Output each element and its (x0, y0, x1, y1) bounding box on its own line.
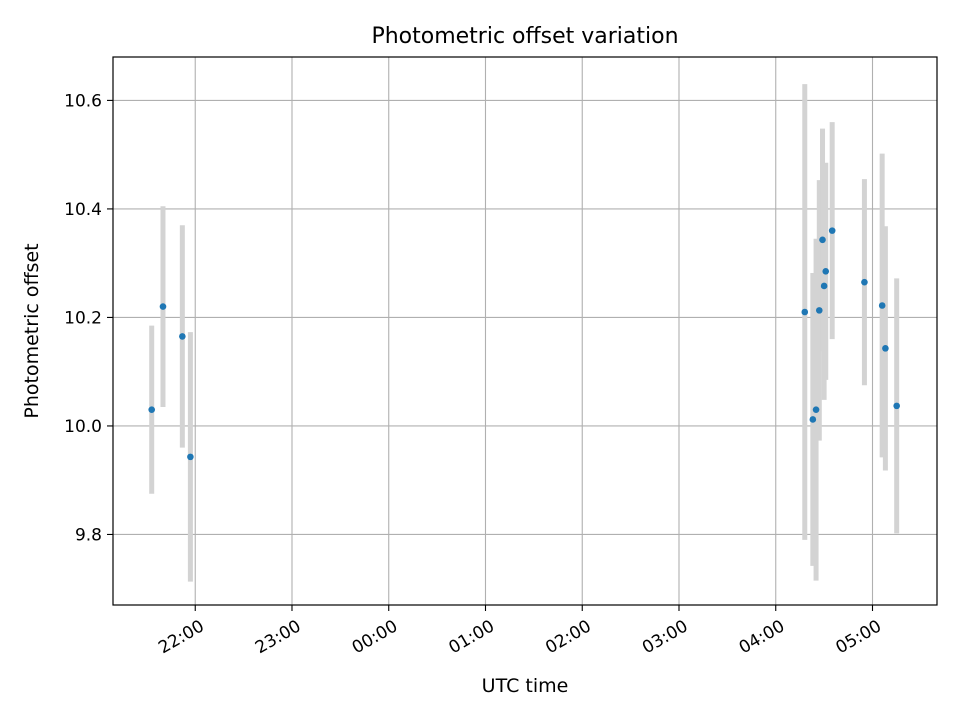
data-point (882, 345, 889, 352)
data-point (878, 302, 886, 309)
data-point (179, 333, 186, 340)
data-point (148, 406, 156, 413)
data-point (812, 406, 820, 413)
y-tick-label: 10.6 (64, 91, 102, 111)
data-point (861, 278, 868, 286)
grid-lines (113, 57, 937, 605)
data-point (815, 307, 823, 314)
y-tick-label: 10.0 (64, 417, 102, 437)
data-point (819, 236, 826, 244)
data-point (828, 227, 836, 234)
x-axis-label: UTC time (482, 675, 569, 697)
y-tick-label: 9.8 (75, 525, 102, 545)
data-point (159, 303, 167, 310)
y-tick-label: 10.2 (64, 308, 102, 328)
data-points (148, 227, 900, 461)
data-point (809, 416, 817, 423)
data-point (820, 282, 828, 290)
data-point (801, 308, 809, 316)
data-point (822, 268, 830, 275)
data-point (893, 402, 900, 410)
data-point (187, 453, 194, 461)
chart-title: Photometric offset variation (371, 24, 678, 49)
y-axis-label: Photometric offset (21, 243, 43, 418)
plot-frame (112, 56, 938, 606)
y-tick-label: 10.4 (64, 200, 102, 220)
